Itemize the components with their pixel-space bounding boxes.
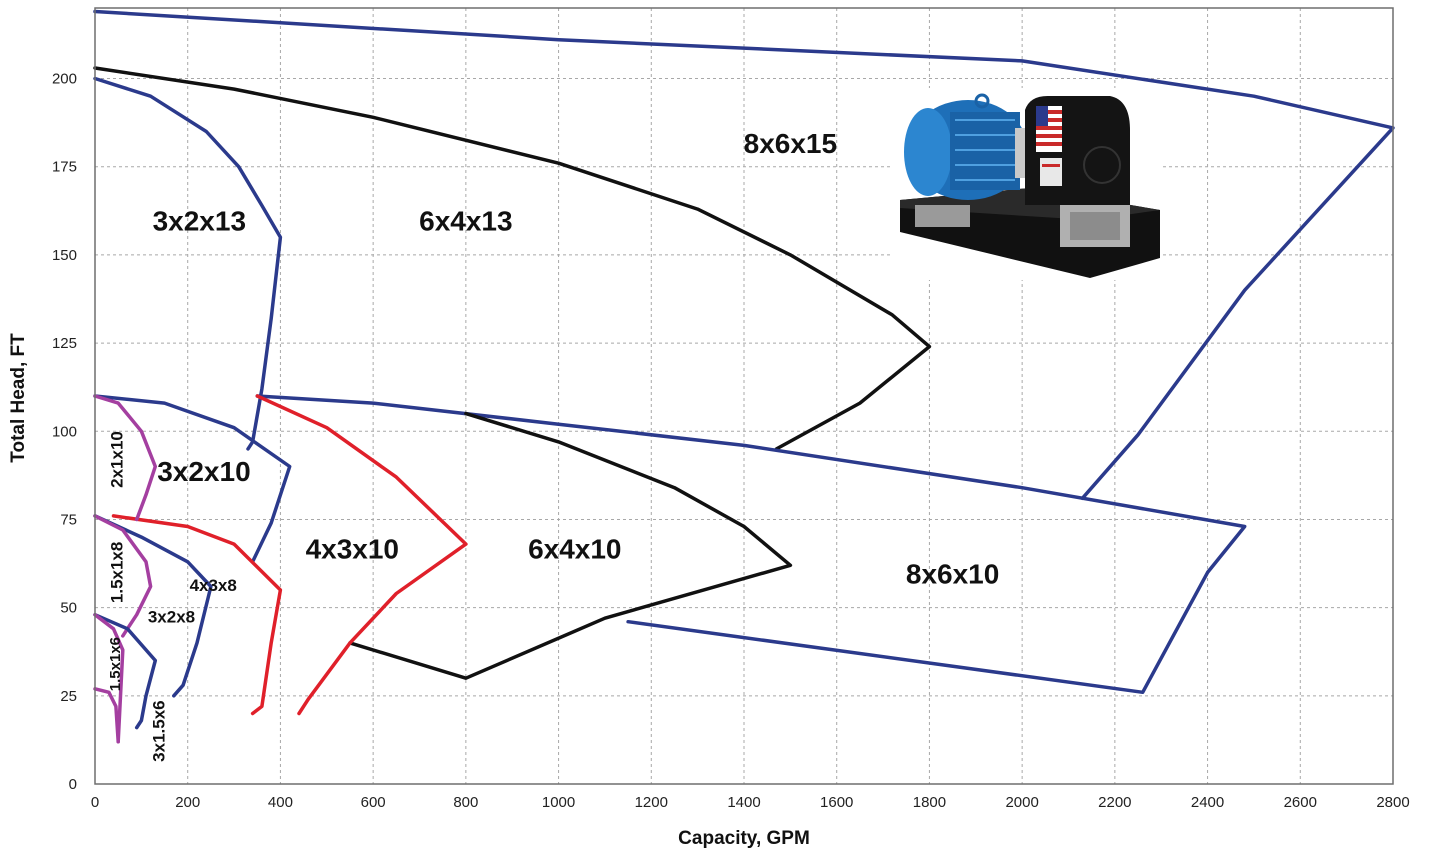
y-tick-label: 50: [60, 600, 77, 617]
region-label-1.5x1x6: 1.5x1x6: [107, 637, 124, 691]
series-1.5x1x6-low: [93, 687, 120, 744]
x-tick-label: 600: [361, 794, 386, 811]
x-tick-label: 200: [175, 794, 200, 811]
x-tick-label: 1200: [635, 794, 668, 811]
series-3x1.5x6: [93, 612, 158, 730]
y-axis-title: Total Head, FT: [8, 333, 29, 463]
region-label-2x1x10: 2x1x10: [108, 431, 127, 488]
pump-photo: [893, 88, 1163, 280]
region-label-6x4x13: 6x4x13: [419, 206, 512, 237]
series-6x4x10: [348, 411, 793, 680]
region-label-3x2x8: 3x2x8: [148, 608, 195, 627]
region-label-3x1.5x6: 3x1.5x6: [149, 700, 168, 761]
pump-volute: [1083, 146, 1121, 184]
y-tick-label: 0: [69, 776, 77, 793]
x-tick-label: 2000: [1005, 794, 1038, 811]
curve-series: [93, 9, 1395, 744]
lifting-eye: [974, 93, 990, 109]
motor-foot: [915, 205, 970, 227]
series-4x3x10: [255, 394, 468, 716]
pump-bracket-inner: [1070, 212, 1120, 240]
series-4x3x8: [111, 514, 283, 716]
series-1.5x1x6: [93, 612, 125, 744]
x-tick-label: 800: [453, 794, 478, 811]
motor-end-cap: [904, 108, 952, 196]
series-3x2x8: [93, 514, 213, 698]
x-axis-title: Capacity, GPM: [678, 828, 810, 849]
x-tick-label: 2600: [1284, 794, 1317, 811]
series-1.5x1x8: [93, 514, 153, 638]
x-tick-label: 1400: [727, 794, 760, 811]
region-label-3x2x13: 3x2x13: [153, 206, 246, 237]
y-tick-label: 175: [52, 159, 77, 176]
y-tick-label: 200: [52, 71, 77, 88]
x-tick-labels: 0 200 400 600 800 1000 1200 1400 1600 1800 2000 220…: [91, 794, 1410, 811]
region-labels: 8x6x15 6x4x13 3x2x13 3x2x10 4x3x10 6x4x10 8x6x…: [107, 128, 999, 762]
region-label-8x6x15: 8x6x15: [744, 128, 837, 159]
region-label-1.5x1x8: 1.5x1x8: [108, 542, 127, 603]
y-tick-label: 150: [52, 247, 77, 264]
y-tick-label: 125: [52, 335, 77, 352]
region-label-4x3x10: 4x3x10: [306, 534, 399, 565]
series-8x6x15: [93, 9, 1395, 501]
x-tick-label: 2400: [1191, 794, 1224, 811]
region-label-8x6x10: 8x6x10: [906, 558, 999, 589]
series-3x2x13: [93, 76, 283, 451]
x-tick-label: 0: [91, 794, 99, 811]
series-3x2x10: [93, 394, 292, 564]
x-tick-label: 1000: [542, 794, 575, 811]
x-tick-label: 400: [268, 794, 293, 811]
region-label-4x3x8: 4x3x8: [190, 576, 237, 595]
plot-frame: [94, 7, 1394, 785]
y-tick-label: 100: [52, 423, 77, 440]
x-tick-label: 2800: [1376, 794, 1409, 811]
series-6x4x13: [93, 66, 932, 451]
x-tick-label: 1800: [913, 794, 946, 811]
y-tick-label: 25: [60, 688, 77, 705]
series-2x1x10: [93, 394, 158, 522]
x-tick-label: 1600: [820, 794, 853, 811]
nameplate: [1040, 158, 1062, 186]
grid-lines: [94, 8, 1394, 785]
x-tick-label: 2200: [1098, 794, 1131, 811]
region-label-3x2x10: 3x2x10: [157, 456, 250, 487]
region-label-6x4x10: 6x4x10: [528, 534, 621, 565]
series-8x6x10: [255, 394, 1247, 695]
y-tick-label: 75: [60, 511, 77, 528]
y-tick-labels: 0 25 50 75 100 125 150 175 200: [52, 71, 77, 793]
